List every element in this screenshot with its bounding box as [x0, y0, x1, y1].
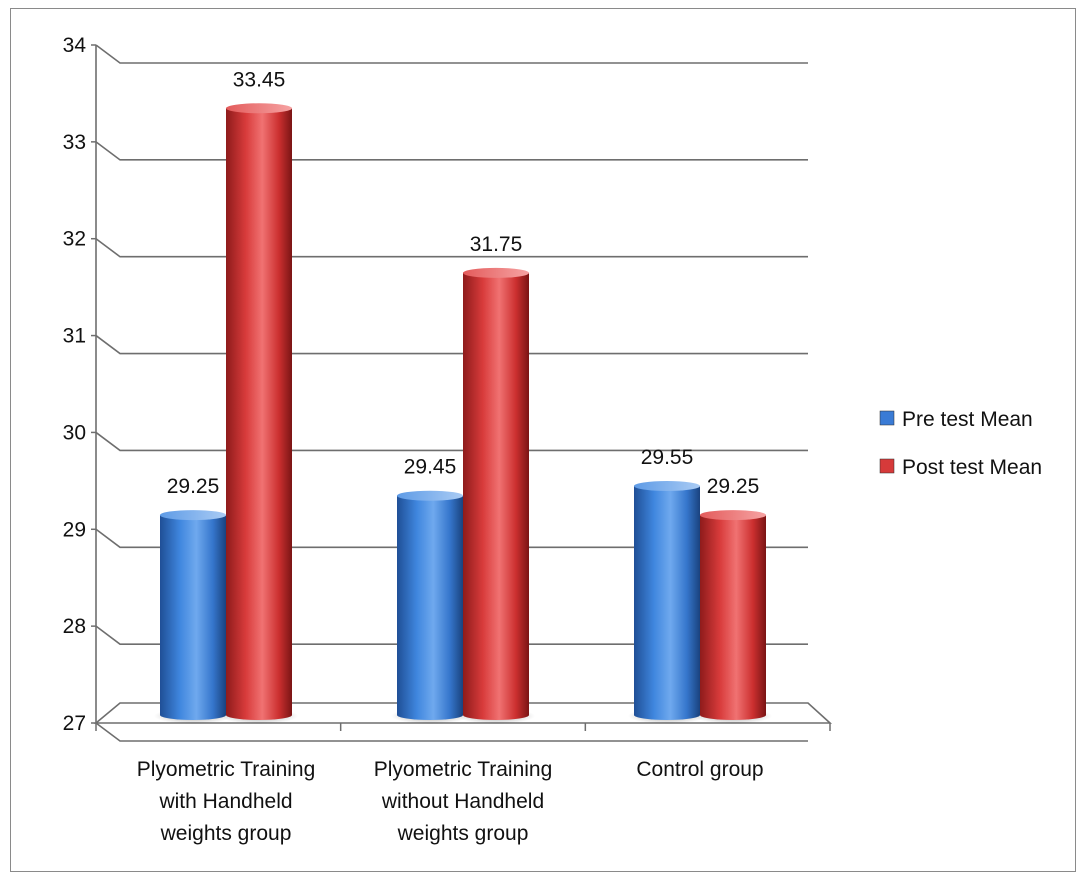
bar-top: [463, 267, 529, 278]
category-label: Control group: [636, 758, 763, 781]
gridline: [95, 722, 808, 742]
gridline: [95, 334, 808, 355]
data-label: 29.25: [707, 475, 760, 498]
bar-body: [226, 108, 292, 721]
category-label: weights group: [397, 822, 529, 845]
bar: [154, 510, 232, 724]
bar-body: [160, 515, 226, 720]
y-tick-label: 31: [63, 325, 86, 348]
category-label: weights group: [160, 822, 292, 845]
category-label: Plyometric Training: [137, 758, 316, 781]
bar: [391, 490, 469, 724]
gridline: [95, 528, 808, 549]
data-label: 29.25: [167, 475, 220, 498]
y-tick-label: 32: [63, 228, 86, 251]
grid-layer: [95, 44, 808, 742]
data-label: 31.75: [470, 233, 523, 256]
gridline: [95, 141, 808, 161]
data-label: 29.55: [641, 446, 694, 469]
data-label: 33.45: [233, 68, 286, 91]
gridline: [95, 431, 808, 452]
legend-label: Pre test Mean: [902, 408, 1033, 431]
gridline: [95, 44, 808, 64]
bar-body: [397, 495, 463, 720]
legend-label: Post test Mean: [902, 456, 1042, 479]
y-tick-label: 33: [63, 131, 86, 154]
y-tick-label: 29: [63, 518, 86, 541]
bar: [694, 510, 772, 724]
bar-body: [634, 486, 700, 720]
bar: [628, 481, 706, 724]
bar-top: [634, 481, 700, 492]
bars-layer: [154, 103, 772, 724]
y-tick-label: 30: [63, 421, 86, 444]
bar-body: [700, 515, 766, 720]
labels-layer: 29.25 33.45 Plyometric Training with Handhe…: [137, 68, 764, 845]
y-tick-label: 34: [63, 34, 87, 57]
bar-top: [226, 103, 292, 114]
gridline: [95, 625, 808, 645]
data-label: 29.45: [404, 456, 457, 479]
legend: Pre test Mean Post test Mean: [879, 408, 1042, 479]
chart-frame: [10, 8, 1076, 872]
bar-top: [700, 510, 766, 521]
bar: [457, 267, 535, 724]
legend-swatch: [879, 458, 895, 474]
bar: [220, 103, 298, 724]
category-label: with Handheld: [158, 790, 292, 813]
category-label: Plyometric Training: [374, 758, 553, 781]
bar-body: [463, 272, 529, 720]
y-tick-label: 27: [63, 712, 86, 735]
bar-top: [160, 510, 226, 521]
gridline: [95, 238, 808, 258]
category-label: without Handheld: [381, 790, 544, 813]
y-tick-label: 28: [63, 615, 86, 638]
legend-swatch: [879, 410, 895, 426]
bar-top: [397, 490, 463, 501]
